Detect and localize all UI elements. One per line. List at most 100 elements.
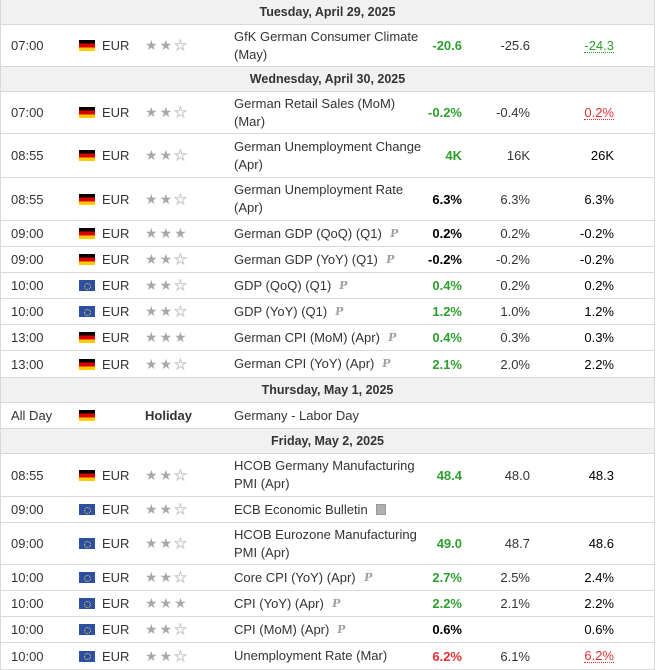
event-name[interactable]: GfK German Consumer Climate (May) (234, 28, 419, 62)
event-name[interactable]: German CPI (MoM) (Apr) (234, 329, 380, 345)
event-row[interactable]: 08:55 EUR ★ ★ ★ German Unemployment Change (A… (1, 134, 654, 178)
event-row[interactable]: 09:00 EUR ★ ★ ★ German GDP (YoY) (Q1) P -0.2% -0… (1, 247, 654, 273)
event-name-cell[interactable]: HCOB Eurozone Manufacturing PMI (Apr) (234, 523, 424, 564)
star-icon: ★ (174, 303, 188, 320)
event-name-cell[interactable]: German GDP (QoQ) (Q1) P (234, 221, 424, 246)
actual-value (392, 497, 462, 522)
star-icon: ★ (145, 647, 158, 664)
event-row[interactable]: 10:00 EUR ★ ★ ★ CPI (YoY) (Apr) P 2.2% 2.1% 2.2% (1, 591, 654, 617)
event-row[interactable]: 09:00 EUR ★ ★ ★ German GDP (QoQ) (Q1) P 0.2% 0.2… (1, 221, 654, 247)
event-row[interactable]: 13:00 EUR ★ ★ ★ German CPI (MoM) (Apr) P 0.4% 0.… (1, 325, 654, 351)
event-name[interactable]: CPI (MoM) (Apr) (234, 621, 330, 637)
event-name-cell[interactable]: CPI (YoY) (Apr) P (234, 591, 424, 616)
importance: ★ ★ ★ (145, 565, 215, 590)
event-name[interactable]: GDP (QoQ) (Q1) (234, 277, 332, 293)
previous-value: 0.2% (544, 92, 614, 133)
event-name-cell[interactable]: GfK German Consumer Climate (May) (234, 25, 424, 66)
event-name-cell[interactable]: ECB Economic Bulletin (234, 497, 424, 522)
day-header: Wednesday, April 30, 2025 (1, 66, 654, 92)
currency: EUR (102, 591, 142, 616)
country-flag-cell (79, 25, 97, 66)
previous-value-text: 0.2% (584, 104, 614, 120)
previous-value: 2.4% (544, 565, 614, 590)
event-time-text: 13:00 (11, 356, 44, 372)
eu-flag-icon (79, 598, 95, 609)
importance: ★ ★ ★ (145, 247, 215, 272)
event-row[interactable]: 09:00 EUR ★ ★ ★ HCOB Eurozone Manufacturing P… (1, 523, 654, 565)
event-name[interactable]: HCOB Germany Manufacturing PMI (Apr) (234, 458, 415, 491)
currency: EUR (102, 523, 142, 564)
event-name[interactable]: ECB Economic Bulletin (234, 501, 368, 517)
event-row[interactable]: 10:00 EUR ★ ★ ★ GDP (YoY) (Q1) P 1.2% 1.0% 1.2% (1, 299, 654, 325)
previous-value-text: 0.6% (584, 622, 614, 637)
actual-value-text: 0.4% (432, 330, 462, 345)
event-row[interactable]: 07:00 EUR ★ ★ ★ German Retail Sales (MoM) (Ma… (1, 92, 654, 134)
event-name-cell[interactable]: German Unemployment Change (Apr) (234, 134, 424, 177)
importance: ★ ★ ★ (145, 523, 215, 564)
event-row[interactable]: 10:00 EUR ★ ★ ★ CPI (MoM) (Apr) P 0.6% 0.6% (1, 617, 654, 643)
actual-value: 2.1% (392, 351, 462, 377)
event-row[interactable]: 13:00 EUR ★ ★ ★ German CPI (YoY) (Apr) P 2.1% 2.… (1, 351, 654, 378)
star-icon: ★ (174, 147, 188, 164)
event-name-cell[interactable]: GDP (YoY) (Q1) P (234, 299, 424, 324)
event-name[interactable]: HCOB Eurozone Manufacturing PMI (Apr) (234, 526, 417, 560)
event-row[interactable]: 10:00 EUR ★ ★ ★ GDP (QoQ) (Q1) P 0.4% 0.2% 0.2% (1, 273, 654, 299)
currency-text: EUR (102, 502, 130, 517)
event-row[interactable]: 10:00 EUR ★ ★ ★ Unemployment Rate (Mar) 6.2% 6.… (1, 643, 654, 670)
event-name-cell[interactable]: Core CPI (YoY) (Apr) P (234, 565, 424, 590)
event-name[interactable]: German Retail Sales (MoM) (Mar) (234, 95, 396, 129)
event-name[interactable]: German Unemployment Change (Apr) (234, 138, 422, 172)
star-icon: ★ (145, 190, 158, 207)
event-name-cell[interactable]: German CPI (YoY) (Apr) P (234, 351, 424, 377)
event-name[interactable]: Unemployment Rate (Mar) (234, 648, 388, 663)
preliminary-icon: P (362, 570, 373, 584)
event-row[interactable]: 08:55 EUR ★ ★ ★ German Unemployment Rate (Apr… (1, 178, 654, 221)
currency: EUR (102, 454, 142, 496)
currency-text: EUR (102, 226, 130, 241)
germany-flag-icon (79, 228, 95, 239)
event-name[interactable]: CPI (YoY) (Apr) (234, 595, 324, 611)
event-time-text: 09:00 (11, 226, 44, 241)
germany-flag-icon (79, 150, 95, 161)
event-name[interactable]: Germany - Labor Day (234, 407, 359, 423)
event-name[interactable]: German GDP (QoQ) (Q1) (234, 225, 382, 241)
event-name[interactable]: German Unemployment Rate (Apr) (234, 182, 404, 215)
event-row[interactable]: 07:00 EUR ★ ★ ★ GfK German Consumer Climate (… (1, 25, 654, 67)
event-name-cell[interactable]: Unemployment Rate (Mar) (234, 643, 424, 669)
event-name[interactable]: GDP (YoY) (Q1) (234, 303, 328, 319)
event-name-cell[interactable]: German Unemployment Rate (Apr) (234, 178, 424, 220)
previous-value: 2.2% (544, 351, 614, 377)
importance: Holiday (145, 403, 215, 428)
event-row[interactable]: 09:00 EUR ★ ★ ★ ECB Economic Bulletin (1, 497, 654, 523)
event-name-cell[interactable]: German GDP (YoY) (Q1) P (234, 247, 424, 272)
event-row[interactable]: 08:55 EUR ★ ★ ★ HCOB Germany Manufacturing PM… (1, 454, 654, 497)
importance: ★ ★ ★ (145, 617, 215, 642)
star-icon: ★ (174, 535, 188, 552)
event-name[interactable]: German CPI (YoY) (Apr) (234, 356, 375, 371)
event-name[interactable]: Core CPI (YoY) (Apr) (234, 569, 356, 585)
currency: EUR (102, 643, 142, 669)
previous-value: 6.2% (544, 643, 614, 669)
event-name-cell[interactable]: Germany - Labor Day (234, 403, 424, 428)
actual-value: 0.6% (392, 617, 462, 642)
star-icon: ★ (174, 355, 188, 372)
event-name[interactable]: German GDP (YoY) (Q1) (234, 251, 378, 267)
previous-value (544, 403, 614, 428)
event-name-cell[interactable]: CPI (MoM) (Apr) P (234, 617, 424, 642)
event-name-cell[interactable]: GDP (QoQ) (Q1) P (234, 273, 424, 298)
event-row[interactable]: All Day Holiday Germany - Labor Day (1, 403, 654, 429)
event-name-cell[interactable]: HCOB Germany Manufacturing PMI (Apr) (234, 454, 424, 496)
actual-value: 0.4% (392, 273, 462, 298)
event-name-cell[interactable]: German CPI (MoM) (Apr) P (234, 325, 424, 350)
actual-value: 49.0 (392, 523, 462, 564)
country-flag-cell (79, 403, 97, 428)
event-row[interactable]: 10:00 EUR ★ ★ ★ Core CPI (YoY) (Apr) P 2.7% 2.5%… (1, 565, 654, 591)
event-name-cell[interactable]: German Retail Sales (MoM) (Mar) (234, 92, 424, 133)
actual-value-text: 0.2% (432, 226, 462, 241)
forecast-value: 48.7 (460, 523, 530, 564)
event-time-text: 07:00 (11, 38, 44, 53)
previous-value: 6.3% (544, 178, 614, 220)
previous-value: -0.2% (544, 221, 614, 246)
holiday-label: Holiday (145, 408, 192, 423)
star-icon: ★ (159, 37, 173, 53)
